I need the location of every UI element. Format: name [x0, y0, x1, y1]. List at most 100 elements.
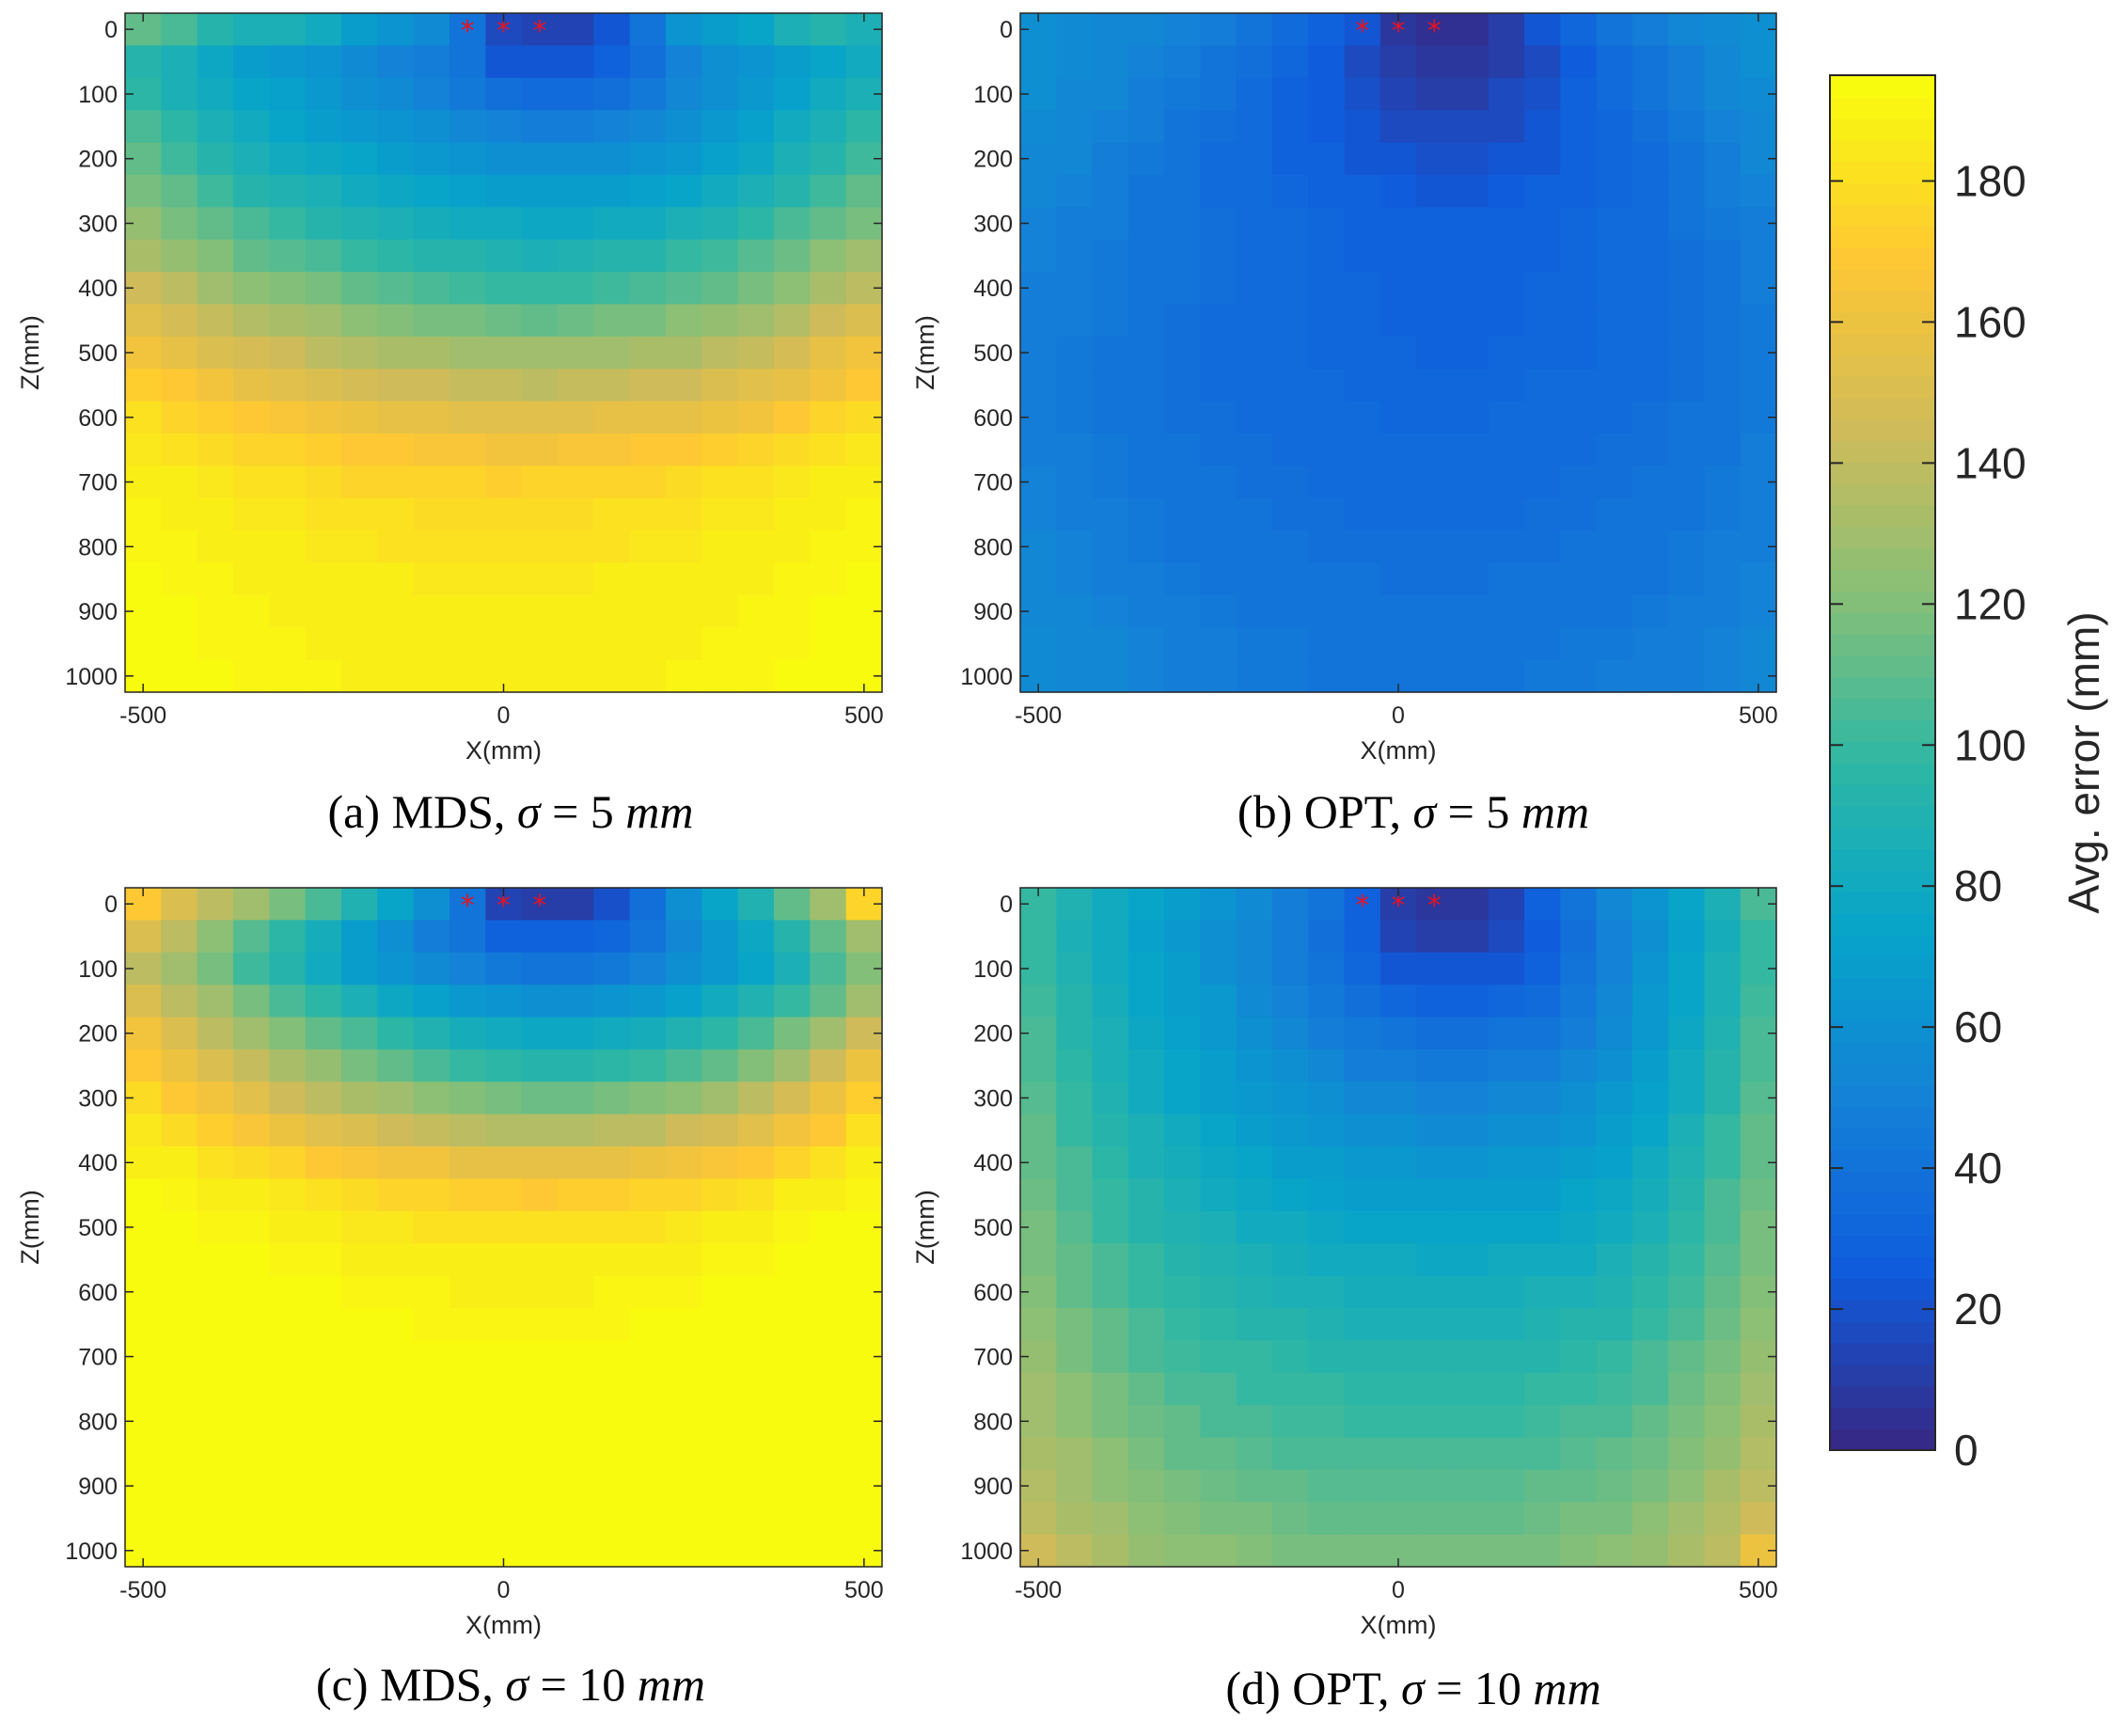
- heatmap-cell: [1560, 1113, 1598, 1147]
- heatmap-cell: [1452, 1307, 1490, 1341]
- heatmap-cell: [737, 1307, 775, 1341]
- heatmap-cell: [269, 1081, 307, 1115]
- colorbar-tick-label: 100: [1954, 720, 2026, 769]
- colorbar-band: [1830, 375, 1935, 399]
- heatmap-cell: [1452, 1113, 1490, 1147]
- heatmap-cell: [233, 594, 270, 628]
- heatmap-cell: [1668, 659, 1706, 693]
- heatmap-cell: [197, 1210, 234, 1244]
- heatmap-cell: [1236, 952, 1273, 986]
- heatmap-cell: [1668, 1017, 1706, 1050]
- caption-c-equals: = 10: [528, 1658, 638, 1711]
- heatmap-cell: [1488, 1210, 1525, 1244]
- heatmap-cell: [233, 1437, 270, 1471]
- heatmap-cell: [1416, 1178, 1454, 1212]
- heatmap-cell: [810, 401, 847, 434]
- heatmap-cell: [1704, 336, 1742, 370]
- heatmap-cell: [269, 594, 307, 628]
- heatmap-cell: [1308, 1405, 1346, 1439]
- heatmap-cell: [1560, 1469, 1598, 1503]
- heatmap-cell: [1308, 45, 1346, 79]
- heatmap-cell: [666, 433, 702, 466]
- heatmap-cell: [377, 304, 415, 338]
- heatmap-cell: [1272, 952, 1309, 986]
- heatmap-cell: [810, 920, 847, 954]
- heatmap-cell: [1379, 1437, 1417, 1471]
- heatmap-cell: [125, 433, 162, 466]
- heatmap-cell: [810, 45, 847, 79]
- heatmap-cell: [1236, 497, 1273, 531]
- heatmap-cell: [1127, 1307, 1165, 1341]
- heatmap-cell: [341, 401, 378, 434]
- heatmap-cell: [197, 530, 234, 564]
- heatmap-cell: [1596, 45, 1633, 79]
- heatmap-cell: [1704, 530, 1742, 564]
- heatmap-cell: [1308, 1502, 1346, 1536]
- heatmap-cell: [1524, 77, 1561, 111]
- heatmap-cell: [701, 594, 739, 628]
- heatmap-cell: [1236, 13, 1273, 46]
- heatmap-cell: [449, 920, 486, 954]
- caption-d-equals: = 10: [1425, 1662, 1534, 1714]
- heatmap-cell: [233, 336, 270, 370]
- heatmap-cell: [125, 1243, 162, 1277]
- heatmap-cell: [593, 1275, 631, 1309]
- heatmap-cell: [1200, 1081, 1237, 1115]
- heatmap-cell: [1056, 239, 1094, 273]
- heatmap-cell: [377, 1275, 415, 1309]
- heatmap-cell: [521, 594, 559, 628]
- y-tick-label: 800: [973, 1409, 1013, 1435]
- heatmap-cell: [377, 1146, 415, 1180]
- heatmap-cell: [558, 1113, 594, 1147]
- colorbar-band: [1830, 504, 1935, 528]
- heatmap-cell: [269, 207, 307, 241]
- heatmap-cell: [1344, 433, 1381, 466]
- heatmap-cell: [1200, 1178, 1237, 1212]
- heatmap-cell: [1524, 1210, 1561, 1244]
- heatmap-cell: [1164, 272, 1202, 306]
- caption-c-sigma: σ: [505, 1658, 530, 1711]
- heatmap-cell: [701, 1210, 739, 1244]
- heatmap-cell: [1236, 888, 1273, 921]
- heatmap-cell: [1416, 985, 1454, 1018]
- heatmap-cell: [1200, 952, 1237, 986]
- heatmap-cell: [1452, 401, 1490, 434]
- heatmap-cell: [161, 369, 198, 402]
- heatmap-cell: [1308, 1372, 1346, 1406]
- heatmap-cell: [485, 1243, 523, 1277]
- heatmap-cell: [666, 1275, 702, 1309]
- heatmap-cell: [1452, 1178, 1490, 1212]
- heatmap-cell: [341, 1017, 378, 1050]
- heatmap-cell: [197, 627, 234, 661]
- heatmap-cell: [558, 77, 594, 111]
- heatmap-cell: [1416, 336, 1454, 370]
- heatmap-cell: [341, 530, 378, 564]
- heatmap-cell: [845, 174, 883, 208]
- heatmap-cell: [666, 497, 702, 531]
- heatmap-cell: [666, 110, 702, 144]
- heatmap-cell: [1560, 659, 1598, 693]
- heatmap-cell: [593, 1113, 631, 1147]
- heatmap-cell: [233, 562, 270, 596]
- heatmap-cell: [1200, 401, 1237, 434]
- heatmap-cell: [1740, 110, 1777, 144]
- heatmap-cell: [1308, 207, 1346, 241]
- heatmap-cell: [521, 497, 559, 531]
- heatmap-cell: [774, 1275, 811, 1309]
- heatmap-cell: [1127, 77, 1165, 111]
- caption-a-unit: mm: [625, 785, 693, 838]
- heatmap-cell: [1416, 1534, 1454, 1568]
- heatmap-cell: [161, 952, 198, 986]
- heatmap-cell: [1020, 304, 1057, 338]
- heatmap-cell: [161, 239, 198, 273]
- y-tick-label: 700: [973, 470, 1013, 497]
- heatmap-cell: [1704, 1146, 1742, 1180]
- heatmap-cell: [521, 920, 559, 954]
- heatmap-cell: [1524, 1372, 1561, 1406]
- heatmap-cell: [1596, 433, 1633, 466]
- heatmap-cell: [1127, 401, 1165, 434]
- heatmap-cell: [737, 1372, 775, 1406]
